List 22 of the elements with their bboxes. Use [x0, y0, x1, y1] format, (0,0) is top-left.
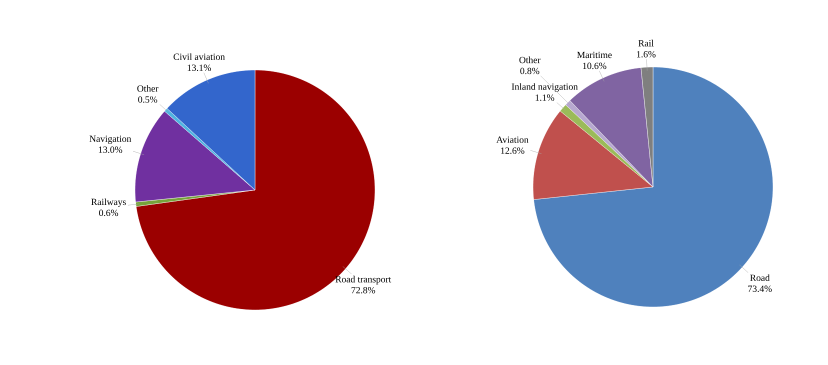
data-label: 10.6%	[583, 62, 606, 70]
data-label: 1.1%	[536, 94, 554, 101]
data-label: 13.1%	[188, 64, 212, 71]
data-label: 13.0%	[98, 146, 122, 153]
data-label: 0.8%	[520, 68, 540, 74]
data-label: 72.8%	[352, 286, 376, 294]
data-label: 73.4%	[748, 286, 772, 292]
slice-label: Civil aviation	[174, 53, 225, 60]
slice-label: Inland navigation	[512, 83, 578, 92]
slice-label: Navigation	[90, 136, 132, 144]
slice-label: Road transport	[336, 276, 392, 284]
slice-label: Maritime	[577, 52, 612, 58]
slice-label: Aviation	[496, 136, 529, 143]
slice-label: Rail	[638, 40, 654, 46]
slice-label: Other	[519, 56, 540, 64]
data-label: 1.6%	[637, 51, 656, 58]
slice-label: Railways	[91, 198, 126, 208]
data-label: 0.5%	[138, 96, 158, 103]
slice-label: Other	[137, 85, 158, 92]
data-label: 0.6%	[99, 210, 118, 216]
slice-label: Road	[750, 274, 770, 281]
data-label: 12.6%	[501, 147, 524, 154]
